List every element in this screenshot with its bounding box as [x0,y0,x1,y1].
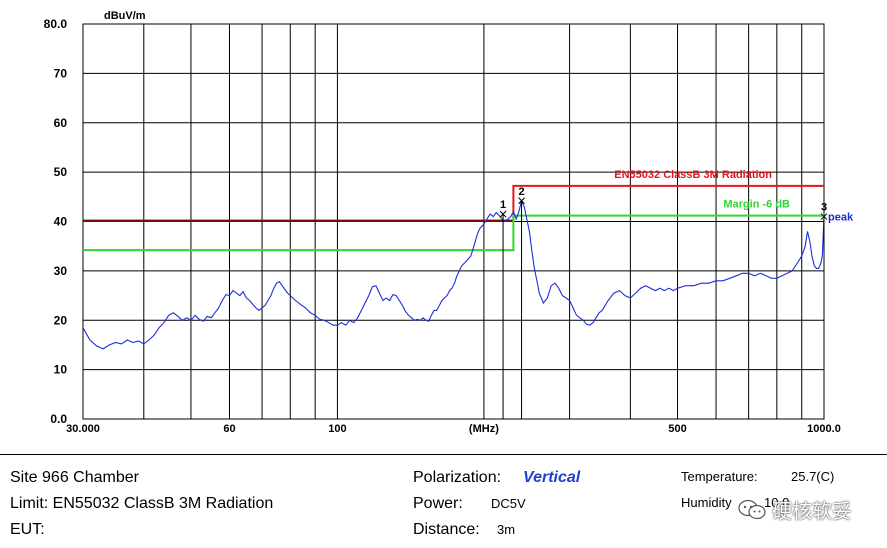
distance-value: 3m [497,522,516,537]
series-traces [82,199,825,350]
y-tick-label: 20 [54,313,68,327]
limit-text: Limit: EN55032 ClassB 3M Radiation [10,495,274,512]
axis-tick-labels: 0.0 10 20 30 40 50 60 70 80.0 30.000 60 100 (MHz) 500… [44,17,841,435]
humidity-value: 10.0 [764,495,790,510]
emission-chart: 0.0 10 20 30 40 50 60 70 80.0 30.000 60 100 (MHz) 500… [44,10,854,435]
y-tick-label: 0.0 [50,412,67,426]
marker-label: 2 [518,186,524,198]
y-tick-label: 10 [54,363,68,377]
temperature-label: Temperature: [681,469,758,484]
power-value: DC5V [491,496,526,511]
y-tick-label: 30 [54,264,68,278]
marker-x [499,210,507,218]
watermark: 硬核软妥 [738,495,852,524]
polarization-value: Vertical [523,469,581,486]
annotation-label: peak [828,212,854,224]
marker-label: 3 [821,202,827,214]
eut-text: EUT: [10,521,45,538]
y-unit-label: dBuV/m [104,10,146,22]
x-tick-label: 1000.0 [807,423,841,435]
humidity-label: Humidity [681,495,732,510]
power-label: Power: [413,495,463,512]
x-tick-label: 100 [328,423,346,435]
x-tick-label: (MHz) [469,423,499,435]
annotations: peak [828,212,854,224]
site-text: Site 966 Chamber [10,469,139,486]
marker-x [518,197,525,205]
series-line [82,199,825,350]
polarization-label: Polarization: [413,469,502,486]
limit-line [83,214,824,252]
marker-x [820,213,828,220]
distance-label: Distance: [413,521,480,538]
y-tick-label: 50 [54,165,68,179]
y-tick-label: 80.0 [44,17,68,31]
y-tick-label: 60 [54,116,68,130]
x-tick-label: 60 [223,423,235,435]
y-tick-label: 40 [54,215,68,229]
separator-line [0,454,887,455]
x-tick-label: 500 [668,423,686,435]
y-tick-label: 70 [54,66,68,80]
limit-line-label: EN55032 ClassB 3M Radiation [614,169,772,181]
temperature-value: 25.7(C) [791,469,835,484]
marker-label: 1 [500,199,506,211]
limit-lines: EN55032 ClassB 3M Radiation Margin -6 dB [83,169,824,252]
grid [82,23,825,420]
peak-markers: 12 3 [499,186,828,419]
limit-line-label: Margin -6 dB [723,199,790,211]
watermark-text: 硬核软妥 [772,501,852,523]
wechat-icon [738,499,766,519]
x-tick-label: 30.000 [66,423,100,435]
